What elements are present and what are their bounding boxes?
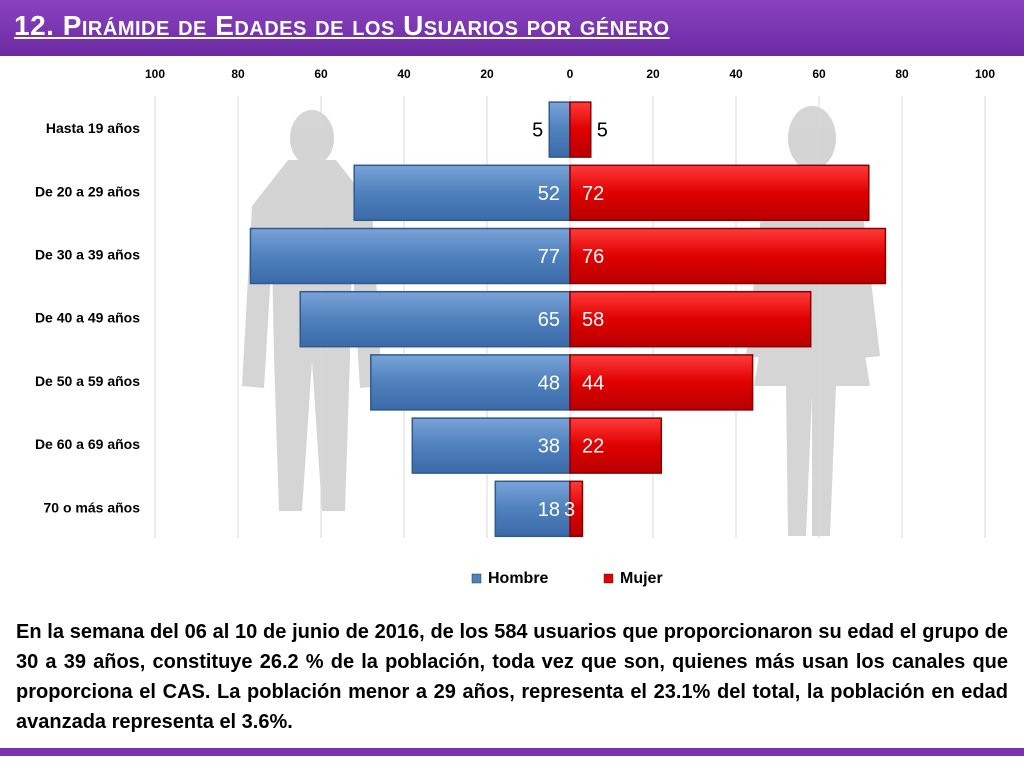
data-label-hombre: 65	[538, 309, 560, 331]
x-tick-label: 0	[567, 67, 574, 81]
x-tick-label: 80	[895, 67, 909, 81]
bar-mujer	[569, 480, 584, 538]
data-label-mujer: 22	[582, 436, 604, 458]
x-tick-label: 20	[480, 67, 494, 81]
data-label-hombre: 38	[538, 436, 560, 458]
x-tick-label: 80	[231, 67, 245, 81]
bars	[249, 101, 887, 538]
x-tick-label: 100	[975, 67, 995, 81]
bar-hombre	[353, 164, 571, 222]
category-label: De 60 a 69 años	[35, 436, 140, 452]
data-label-hombre: 18	[538, 499, 560, 521]
bar-hombre	[370, 354, 571, 411]
category-label: 70 o más años	[44, 499, 141, 515]
legend: Hombre Mujer	[471, 570, 663, 587]
category-labels: Hasta 19 años De 20 a 29 años De 30 a 39 a…	[35, 120, 140, 515]
x-tick-label: 40	[397, 67, 411, 81]
slide-title: 12. Pirámide de Edades de los Usuarios p…	[14, 10, 670, 41]
x-tick-label: 100	[145, 67, 165, 81]
bar-hombre	[548, 101, 571, 158]
bar-hombre	[411, 417, 571, 474]
data-labels: 5 5 52 72 77 76 65 58 48 44 38 22 18 3	[532, 120, 608, 521]
bar-hombre	[249, 227, 571, 285]
data-label-hombre: 77	[538, 246, 560, 268]
data-label-mujer: 72	[582, 183, 604, 205]
legend-mujer-label: Mujer	[620, 570, 663, 587]
bar-mujer	[569, 354, 754, 411]
x-tick-label: 60	[812, 67, 826, 81]
bar-hombre	[299, 290, 571, 348]
category-label: De 30 a 39 años	[35, 247, 140, 263]
data-label-hombre: 5	[532, 120, 543, 142]
legend-hombre-label: Hombre	[488, 570, 549, 587]
x-tick-label: 20	[646, 67, 660, 81]
footer-bar	[0, 748, 1024, 756]
legend-hombre-swatch	[471, 573, 482, 584]
category-label: De 20 a 29 años	[35, 183, 140, 199]
bar-hombre	[494, 480, 571, 538]
bar-mujer	[569, 290, 812, 348]
data-label-mujer: 44	[582, 372, 604, 394]
x-tick-label: 40	[729, 67, 743, 81]
age-pyramid-chart: 100 80 60 40 20 0 20 40 60 80 100 Hasta 19 años De …	[35, 67, 995, 587]
bar-mujer	[569, 417, 663, 474]
bar-mujer	[569, 164, 870, 222]
bar-mujer	[569, 101, 592, 158]
header-bar: 12. Pirámide de Edades de los Usuarios p…	[0, 0, 1024, 56]
data-label-mujer: 58	[582, 309, 604, 331]
bar-mujer	[569, 227, 887, 285]
data-label-mujer: 76	[582, 246, 604, 268]
x-tick-label: 60	[314, 67, 328, 81]
data-label-hombre: 48	[538, 372, 560, 394]
data-label-mujer: 5	[597, 120, 608, 142]
legend-mujer-swatch	[603, 573, 614, 584]
category-label: Hasta 19 años	[46, 120, 140, 136]
category-label: De 40 a 49 años	[35, 310, 140, 326]
data-label-mujer: 3	[564, 499, 575, 521]
data-label-hombre: 52	[538, 183, 560, 205]
category-label: De 50 a 59 años	[35, 373, 140, 389]
description-text: En la semana del 06 al 10 de junio de 20…	[16, 621, 1008, 733]
x-tick-labels: 100 80 60 40 20 0 20 40 60 80 100	[145, 67, 995, 81]
